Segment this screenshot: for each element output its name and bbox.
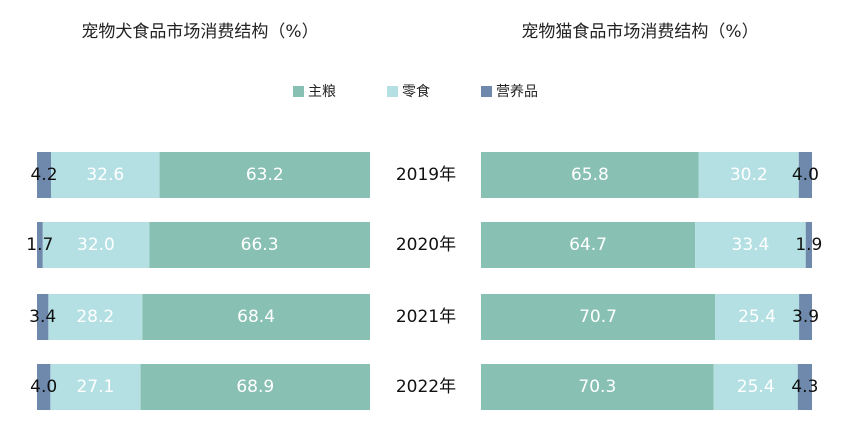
y-tick-label: 2021年 (396, 307, 456, 327)
bar-segment (481, 364, 714, 410)
legend-label: 零食 (402, 83, 430, 100)
value-label: 4.2 (30, 165, 57, 185)
value-label: 30.2 (730, 165, 768, 185)
bar-segment (37, 222, 43, 268)
value-label: 32.6 (86, 165, 124, 185)
bar-segment (481, 294, 716, 340)
value-label: 66.3 (241, 235, 279, 255)
bar-segment (798, 152, 812, 198)
bar-segment (48, 294, 143, 340)
legend-swatch (481, 86, 492, 97)
bar-segment (698, 152, 799, 198)
legend-swatch (387, 86, 398, 97)
value-label: 33.4 (732, 235, 770, 255)
bar-segment (481, 222, 696, 268)
bar-segment (142, 294, 370, 340)
value-label: 32.0 (77, 235, 115, 255)
bar-segment (50, 152, 160, 198)
value-label: 3.4 (29, 307, 56, 327)
legend-label: 主粮 (308, 84, 336, 100)
bar-segment (37, 152, 51, 198)
bar-segment (159, 152, 370, 198)
value-label: 25.4 (737, 377, 775, 397)
bar-segment (695, 222, 806, 268)
value-label: 4.3 (791, 377, 818, 397)
value-label: 68.4 (237, 307, 275, 327)
value-label: 3.9 (792, 307, 819, 327)
value-label: 65.8 (571, 165, 609, 185)
chart-title: 宠物犬食品市场消费结构（%） (81, 22, 318, 42)
bar-segment (481, 152, 699, 198)
bar-segment (805, 222, 812, 268)
value-label: 70.3 (578, 377, 616, 397)
bar-segment (140, 364, 370, 410)
value-label: 4.0 (30, 377, 57, 397)
value-label: 4.0 (792, 165, 819, 185)
bar-segment (37, 294, 49, 340)
value-label: 68.9 (236, 377, 274, 397)
value-label: 1.9 (795, 235, 822, 255)
value-label: 1.7 (26, 235, 53, 255)
bar-segment (713, 364, 798, 410)
legend-label: 营养品 (496, 84, 538, 100)
value-label: 70.7 (579, 307, 617, 327)
value-label: 27.1 (77, 377, 115, 397)
bar-segment (149, 222, 370, 268)
value-label: 28.2 (76, 307, 114, 327)
bar-segment (797, 364, 812, 410)
chart-title: 宠物猫食品市场消费结构（%） (521, 22, 758, 42)
value-label: 63.2 (246, 165, 284, 185)
y-tick-label: 2019年 (396, 165, 456, 185)
bar-segment (50, 364, 141, 410)
y-tick-label: 2022年 (396, 377, 456, 397)
value-label: 64.7 (569, 235, 607, 255)
value-label: 25.4 (738, 307, 776, 327)
y-tick-label: 2020年 (396, 235, 456, 255)
bar-segment (799, 294, 812, 340)
legend-swatch (293, 86, 304, 97)
bar-segment (37, 364, 51, 410)
bar-segment (715, 294, 800, 340)
bar-segment (42, 222, 150, 268)
